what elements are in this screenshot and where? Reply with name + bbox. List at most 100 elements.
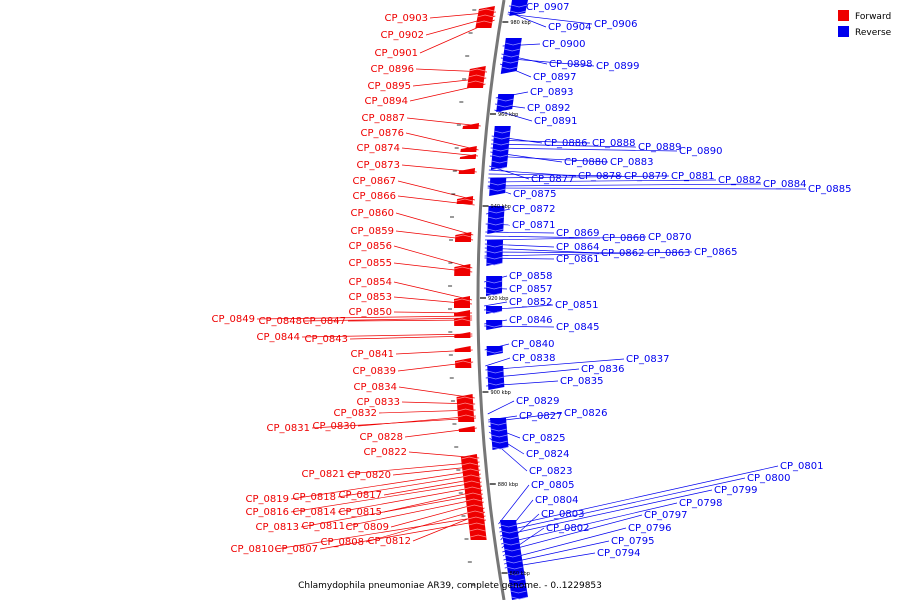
gene-label-reverse[interactable]: CP_0797: [644, 510, 687, 521]
gene-label-reverse[interactable]: CP_0878: [578, 171, 621, 182]
gene-label-forward[interactable]: CP_0894: [365, 96, 408, 107]
gene-label-reverse[interactable]: CP_0829: [516, 396, 559, 407]
gene-label-reverse[interactable]: CP_0882: [718, 175, 761, 186]
gene-label-reverse[interactable]: CP_0794: [597, 548, 640, 559]
gene-label-reverse[interactable]: CP_0904: [548, 22, 591, 33]
gene-label-reverse[interactable]: CP_0899: [596, 61, 639, 72]
gene-label-reverse[interactable]: CP_0804: [535, 495, 578, 506]
gene-label-reverse[interactable]: CP_0875: [513, 189, 556, 200]
gene-label-reverse[interactable]: CP_0881: [671, 171, 714, 182]
gene-label-forward[interactable]: CP_0809: [346, 522, 389, 533]
gene-label-reverse[interactable]: CP_0800: [747, 473, 790, 484]
gene-label-reverse[interactable]: CP_0826: [564, 408, 607, 419]
gene-label-forward[interactable]: CP_0867: [353, 176, 396, 187]
gene-label-forward[interactable]: CP_0831: [267, 423, 310, 434]
gene-label-reverse[interactable]: CP_0907: [526, 2, 569, 13]
gene-label-reverse[interactable]: CP_0802: [546, 523, 589, 534]
gene-label-reverse[interactable]: CP_0862: [601, 248, 644, 259]
gene-label-reverse[interactable]: CP_0835: [560, 376, 603, 387]
gene-label-reverse[interactable]: CP_0805: [531, 480, 574, 491]
gene-label-forward[interactable]: CP_0896: [371, 64, 414, 75]
gene-label-forward[interactable]: CP_0811: [302, 521, 345, 532]
gene-label-forward[interactable]: CP_0903: [385, 13, 428, 24]
gene-label-reverse[interactable]: CP_0892: [527, 103, 570, 114]
gene-label-forward[interactable]: CP_0856: [349, 241, 392, 252]
gene-label-reverse[interactable]: CP_0865: [694, 247, 737, 258]
gene-label-reverse[interactable]: CP_0803: [541, 509, 584, 520]
gene-label-forward[interactable]: CP_0816: [246, 507, 289, 518]
gene-label-reverse[interactable]: CP_0824: [526, 449, 569, 460]
gene-label-reverse[interactable]: CP_0891: [534, 116, 577, 127]
gene-label-reverse[interactable]: CP_0795: [611, 536, 654, 547]
gene-label-reverse[interactable]: CP_0868: [602, 233, 645, 244]
gene-label-reverse[interactable]: CP_0799: [714, 485, 757, 496]
gene-label-reverse[interactable]: CP_0884: [763, 179, 806, 190]
gene-label-reverse[interactable]: CP_0871: [512, 220, 555, 231]
gene-label-reverse[interactable]: CP_0798: [679, 498, 722, 509]
gene-label-forward[interactable]: CP_0832: [334, 408, 377, 419]
gene-label-reverse[interactable]: CP_0858: [509, 271, 552, 282]
gene-label-reverse[interactable]: CP_0883: [610, 157, 653, 168]
gene-label-forward[interactable]: CP_0818: [293, 492, 336, 503]
gene-label-forward[interactable]: CP_0844: [257, 332, 300, 343]
gene-label-forward[interactable]: CP_0810: [231, 544, 274, 555]
gene-label-reverse[interactable]: CP_0852: [509, 297, 552, 308]
gene-label-reverse[interactable]: CP_0840: [511, 339, 554, 350]
gene-label-forward[interactable]: CP_0819: [246, 494, 289, 505]
gene-label-forward[interactable]: CP_0839: [353, 366, 396, 377]
gene-label-forward[interactable]: CP_0847: [303, 316, 346, 327]
gene-label-forward[interactable]: CP_0830: [313, 421, 356, 432]
gene-label-reverse[interactable]: CP_0893: [530, 87, 573, 98]
gene-label-reverse[interactable]: CP_0877: [531, 174, 574, 185]
gene-label-forward[interactable]: CP_0841: [351, 349, 394, 360]
gene-label-reverse[interactable]: CP_0889: [638, 142, 681, 153]
gene-label-reverse[interactable]: CP_0879: [624, 171, 667, 182]
gene-label-forward[interactable]: CP_0820: [348, 470, 391, 481]
gene-label-forward[interactable]: CP_0808: [321, 537, 364, 548]
gene-label-reverse[interactable]: CP_0885: [808, 184, 851, 195]
gene-label-forward[interactable]: CP_0874: [357, 143, 400, 154]
gene-label-reverse[interactable]: CP_0851: [555, 300, 598, 311]
gene-label-forward[interactable]: CP_0822: [364, 447, 407, 458]
gene-label-forward[interactable]: CP_0873: [357, 160, 400, 171]
gene-label-reverse[interactable]: CP_0888: [592, 138, 635, 149]
gene-label-reverse[interactable]: CP_0897: [533, 72, 576, 83]
gene-label-forward[interactable]: CP_0812: [368, 536, 411, 547]
gene-label-forward[interactable]: CP_0895: [368, 81, 411, 92]
gene-label-forward[interactable]: CP_0866: [353, 191, 396, 202]
gene-label-reverse[interactable]: CP_0838: [512, 353, 555, 364]
gene-label-reverse[interactable]: CP_0846: [509, 315, 552, 326]
gene-label-forward[interactable]: CP_0807: [275, 544, 318, 555]
gene-label-forward[interactable]: CP_0876: [361, 128, 404, 139]
gene-label-forward[interactable]: CP_0848: [259, 316, 302, 327]
gene-label-reverse[interactable]: CP_0864: [556, 242, 599, 253]
gene-label-reverse[interactable]: CP_0836: [581, 364, 624, 375]
gene-label-forward[interactable]: CP_0821: [302, 469, 345, 480]
gene-label-forward[interactable]: CP_0901: [375, 48, 418, 59]
gene-label-reverse[interactable]: CP_0900: [542, 39, 585, 50]
gene-label-reverse[interactable]: CP_0796: [628, 523, 671, 534]
gene-label-reverse[interactable]: CP_0870: [648, 232, 691, 243]
gene-label-reverse[interactable]: CP_0827: [519, 411, 562, 422]
gene-label-reverse[interactable]: CP_0898: [549, 59, 592, 70]
gene-label-reverse[interactable]: CP_0863: [647, 248, 690, 259]
gene-label-reverse[interactable]: CP_0890: [679, 146, 722, 157]
gene-label-forward[interactable]: CP_0902: [381, 30, 424, 41]
gene-label-forward[interactable]: CP_0849: [212, 314, 255, 325]
gene-label-forward[interactable]: CP_0855: [349, 258, 392, 269]
gene-label-forward[interactable]: CP_0813: [256, 522, 299, 533]
gene-label-reverse[interactable]: CP_0869: [556, 228, 599, 239]
gene-label-forward[interactable]: CP_0834: [354, 382, 397, 393]
gene-label-reverse[interactable]: CP_0857: [509, 284, 552, 295]
gene-label-reverse[interactable]: CP_0906: [594, 19, 637, 30]
gene-label-forward[interactable]: CP_0850: [349, 307, 392, 318]
gene-label-forward[interactable]: CP_0859: [351, 226, 394, 237]
gene-label-forward[interactable]: CP_0817: [339, 490, 382, 501]
gene-label-reverse[interactable]: CP_0801: [780, 461, 823, 472]
gene-label-forward[interactable]: CP_0843: [305, 334, 348, 345]
gene-label-forward[interactable]: CP_0815: [339, 507, 382, 518]
gene-label-reverse[interactable]: CP_0880: [564, 157, 607, 168]
gene-label-forward[interactable]: CP_0853: [349, 292, 392, 303]
gene-label-reverse[interactable]: CP_0886: [544, 138, 587, 149]
gene-label-forward[interactable]: CP_0887: [362, 113, 405, 124]
